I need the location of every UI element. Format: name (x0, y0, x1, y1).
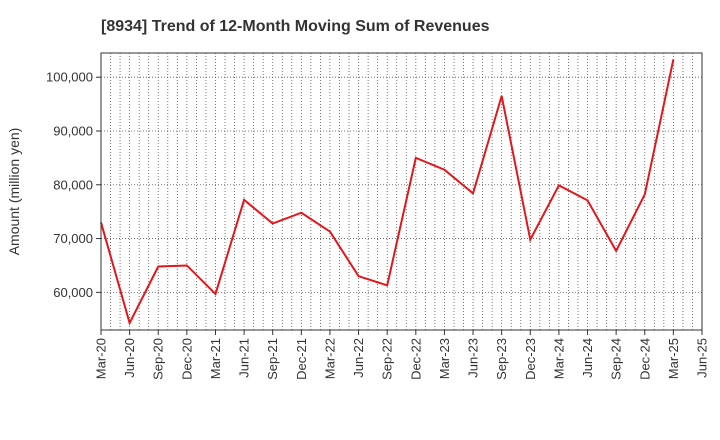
x-tick-label: Jun-21 (237, 338, 252, 378)
x-tick-label: Dec-24 (637, 338, 652, 380)
x-tick-label: Mar-25 (666, 338, 681, 379)
x-tick-label: Sep-20 (151, 338, 166, 380)
y-axis-label: Amount (million yen) (6, 128, 22, 256)
x-tick-label: Jun-20 (122, 338, 137, 378)
x-tick-label: Sep-24 (609, 338, 624, 380)
chart-title: [8934] Trend of 12-Month Moving Sum of R… (101, 18, 490, 35)
plot-area-frame (100, 52, 703, 331)
x-tick-label: Mar-21 (208, 338, 223, 379)
x-tick-label: Sep-22 (380, 338, 395, 380)
x-axis-ticks: Mar-20 Jun-20 Sep-20 Dec-20 Mar-21 Jun-21 Sep-… (94, 330, 710, 380)
y-tick-label: 80,000 (53, 177, 93, 192)
y-axis-ticks: 60,000 70,000 80,000 90,000 100,000 (46, 70, 101, 300)
grid (101, 53, 702, 330)
y-tick-label: 100,000 (46, 70, 93, 85)
x-tick-label: Sep-21 (265, 338, 280, 380)
y-tick-label: 70,000 (53, 231, 93, 246)
x-tick-label: Dec-20 (179, 338, 194, 380)
x-tick-label: Jun-25 (695, 338, 710, 378)
x-tick-label: Mar-20 (94, 338, 109, 379)
x-tick-label: Mar-24 (551, 338, 566, 379)
x-tick-label: Jun-23 (466, 338, 481, 378)
y-tick-label: 90,000 (53, 123, 93, 138)
x-tick-label: Sep-23 (494, 338, 509, 380)
y-tick-label: 60,000 (53, 285, 93, 300)
x-tick-label: Dec-22 (408, 338, 423, 380)
x-tick-label: Dec-23 (523, 338, 538, 380)
x-tick-label: Jun-22 (351, 338, 366, 378)
x-tick-label: Mar-23 (437, 338, 452, 379)
x-tick-label: Dec-21 (294, 338, 309, 380)
x-tick-label: Mar-22 (322, 338, 337, 379)
x-tick-label: Jun-24 (580, 338, 595, 378)
